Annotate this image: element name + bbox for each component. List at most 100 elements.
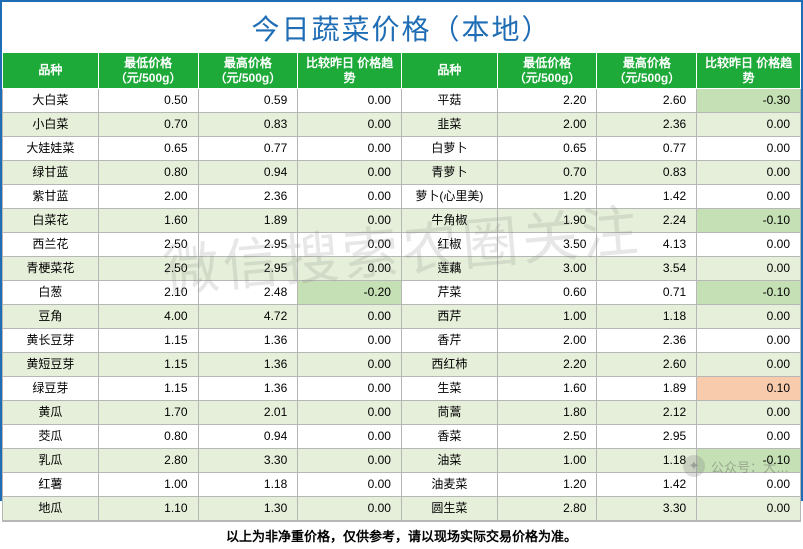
table-row: 乳瓜2.803.300.00油菜1.001.18-0.10 (3, 449, 801, 473)
cell-high: 1.42 (597, 473, 697, 497)
cell-trend: 0.00 (298, 209, 402, 233)
cell-high: 0.71 (597, 281, 697, 305)
cell-trend: 0.00 (298, 401, 402, 425)
cell-variety: 绿豆芽 (3, 377, 99, 401)
cell-trend: 0.00 (697, 257, 801, 281)
table-row: 红薯1.001.180.00油麦菜1.201.420.00 (3, 473, 801, 497)
cell-trend: 0.00 (298, 161, 402, 185)
cell-low: 4.00 (98, 305, 198, 329)
cell-variety: 黄长豆芽 (3, 329, 99, 353)
cell-trend: 0.00 (697, 353, 801, 377)
cell-variety: 绿甘蓝 (3, 161, 99, 185)
cell-variety: 豆角 (3, 305, 99, 329)
cell-trend: 0.10 (697, 377, 801, 401)
cell-trend: 0.00 (298, 473, 402, 497)
footer-note: 以上为非净重价格，仅供参考，请以现场实际交易价格为准。 (2, 521, 801, 549)
cell-high: 0.77 (198, 137, 298, 161)
cell-low: 3.00 (497, 257, 597, 281)
table-row: 黄瓜1.702.010.00茼蒿1.802.120.00 (3, 401, 801, 425)
cell-high: 2.95 (198, 257, 298, 281)
cell-high: 2.36 (597, 113, 697, 137)
cell-variety: 红薯 (3, 473, 99, 497)
cell-variety: 莲藕 (401, 257, 497, 281)
table-row: 小白菜0.700.830.00韭菜2.002.360.00 (3, 113, 801, 137)
price-table-frame: 今日蔬菜价格（本地） 品种 最低价格 （元/500g） 最高价格 （元/500g… (0, 0, 803, 501)
cell-trend: 0.00 (697, 329, 801, 353)
cell-trend: 0.00 (298, 449, 402, 473)
cell-variety: 红椒 (401, 233, 497, 257)
cell-low: 2.10 (98, 281, 198, 305)
cell-trend: 0.00 (697, 425, 801, 449)
cell-low: 2.20 (497, 89, 597, 113)
cell-variety: 白葱 (3, 281, 99, 305)
cell-high: 2.60 (597, 89, 697, 113)
cell-low: 1.15 (98, 329, 198, 353)
cell-low: 1.10 (98, 497, 198, 521)
cell-trend: 0.00 (298, 185, 402, 209)
cell-variety: 茼蒿 (401, 401, 497, 425)
price-table: 品种 最低价格 （元/500g） 最高价格 （元/500g） 比较昨日 价格趋势… (2, 52, 801, 521)
cell-trend: 0.00 (298, 377, 402, 401)
cell-high: 2.24 (597, 209, 697, 233)
cell-high: 0.83 (597, 161, 697, 185)
cell-variety: 油菜 (401, 449, 497, 473)
table-row: 紫甘蓝2.002.360.00萝卜(心里美)1.201.420.00 (3, 185, 801, 209)
cell-low: 2.20 (497, 353, 597, 377)
table-row: 黄短豆芽1.151.360.00西红柿2.202.600.00 (3, 353, 801, 377)
cell-trend: 0.00 (697, 305, 801, 329)
cell-high: 1.89 (597, 377, 697, 401)
cell-high: 3.54 (597, 257, 697, 281)
cell-variety: 西芹 (401, 305, 497, 329)
table-row: 豆角4.004.720.00西芹1.001.180.00 (3, 305, 801, 329)
cell-trend: 0.00 (697, 113, 801, 137)
cell-trend: 0.00 (298, 425, 402, 449)
cell-trend: 0.00 (298, 89, 402, 113)
cell-high: 0.94 (198, 425, 298, 449)
cell-high: 4.72 (198, 305, 298, 329)
cell-low: 1.00 (98, 473, 198, 497)
cell-variety: 青萝卜 (401, 161, 497, 185)
cell-variety: 大娃娃菜 (3, 137, 99, 161)
cell-variety: 萝卜(心里美) (401, 185, 497, 209)
cell-low: 1.80 (497, 401, 597, 425)
cell-low: 1.20 (497, 473, 597, 497)
cell-variety: 茭瓜 (3, 425, 99, 449)
cell-low: 1.20 (497, 185, 597, 209)
cell-high: 0.59 (198, 89, 298, 113)
cell-variety: 平菇 (401, 89, 497, 113)
cell-low: 1.15 (98, 377, 198, 401)
cell-high: 1.18 (597, 305, 697, 329)
cell-high: 1.30 (198, 497, 298, 521)
cell-low: 0.60 (497, 281, 597, 305)
cell-trend: 0.00 (697, 401, 801, 425)
table-row: 西兰花2.502.950.00红椒3.504.130.00 (3, 233, 801, 257)
cell-low: 1.70 (98, 401, 198, 425)
cell-trend: -0.20 (298, 281, 402, 305)
col-trend-1: 比较昨日 价格趋势 (298, 53, 402, 89)
cell-variety: 芹菜 (401, 281, 497, 305)
cell-trend: -0.30 (697, 89, 801, 113)
cell-low: 0.80 (98, 161, 198, 185)
cell-high: 1.36 (198, 329, 298, 353)
cell-high: 0.94 (198, 161, 298, 185)
cell-low: 1.60 (98, 209, 198, 233)
cell-variety: 白菜花 (3, 209, 99, 233)
cell-trend: 0.00 (298, 497, 402, 521)
cell-variety: 乳瓜 (3, 449, 99, 473)
table-row: 大白菜0.500.590.00平菇2.202.60-0.30 (3, 89, 801, 113)
cell-trend: 0.00 (697, 161, 801, 185)
cell-variety: 香芹 (401, 329, 497, 353)
cell-trend: 0.00 (298, 257, 402, 281)
cell-high: 0.83 (198, 113, 298, 137)
cell-variety: 油麦菜 (401, 473, 497, 497)
cell-variety: 韭菜 (401, 113, 497, 137)
cell-variety: 圆生菜 (401, 497, 497, 521)
cell-high: 1.36 (198, 377, 298, 401)
cell-low: 2.80 (497, 497, 597, 521)
cell-variety: 大白菜 (3, 89, 99, 113)
table-row: 白葱2.102.48-0.20芹菜0.600.71-0.10 (3, 281, 801, 305)
cell-trend: 0.00 (298, 137, 402, 161)
cell-high: 1.18 (198, 473, 298, 497)
cell-low: 1.60 (497, 377, 597, 401)
col-low-2: 最低价格 （元/500g） (497, 53, 597, 89)
